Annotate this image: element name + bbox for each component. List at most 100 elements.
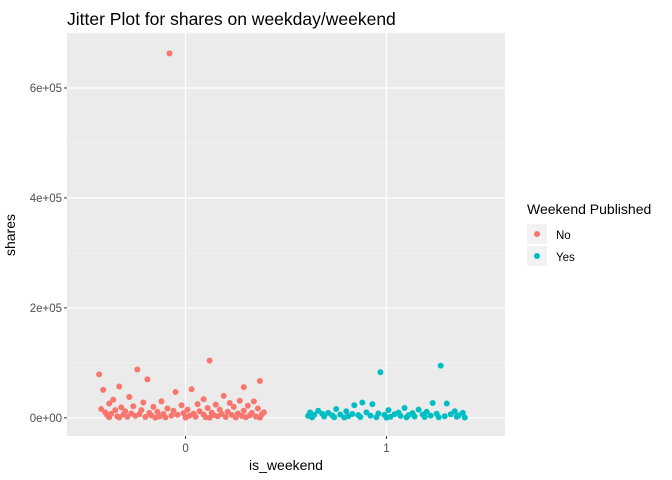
data-point-no	[184, 406, 191, 413]
major-gridlines	[67, 33, 505, 436]
data-point-no	[222, 414, 229, 421]
data-point-no	[124, 413, 131, 420]
chart-title: Jitter Plot for shares on weekday/weeken…	[67, 9, 396, 29]
minor-gridlines	[67, 32, 505, 364]
data-point-no	[132, 412, 139, 419]
legend-dot-no	[534, 231, 540, 237]
data-point-yes	[373, 414, 380, 421]
data-point-no	[134, 366, 141, 373]
data-point-no	[106, 400, 113, 407]
data-point-no	[142, 414, 149, 421]
y-tick-label: 6e+05	[30, 83, 62, 95]
data-point-no	[240, 407, 247, 414]
legend-label-yes: Yes	[556, 252, 575, 264]
data-point-no	[256, 414, 263, 421]
y-tick-label: 4e+05	[30, 193, 62, 205]
data-point-yes	[359, 399, 366, 406]
legend-item-no: No	[527, 224, 571, 244]
y-tick-label: 0e+00	[30, 413, 62, 425]
data-point-no	[144, 376, 151, 383]
data-point-yes	[367, 412, 374, 419]
data-point-no	[212, 401, 219, 408]
y-tick-label: 2e+05	[30, 303, 62, 315]
legend-title: Weekend Published	[527, 201, 651, 217]
data-point-no	[200, 396, 207, 403]
data-point-yes	[411, 413, 418, 420]
plot-panel	[67, 33, 505, 436]
data-point-no	[226, 400, 233, 407]
data-point-no	[204, 404, 211, 411]
data-point-no	[106, 414, 113, 421]
data-point-no	[250, 398, 257, 405]
data-point-no	[206, 414, 213, 421]
data-point-no	[174, 411, 181, 418]
data-point-yes	[437, 362, 444, 369]
legend-dot-yes	[534, 253, 540, 259]
x-axis-title: is_weekend	[249, 457, 323, 473]
data-point-no	[98, 406, 105, 413]
data-points	[96, 50, 468, 421]
data-point-no	[242, 414, 249, 421]
data-point-no	[256, 378, 263, 385]
data-point-yes	[435, 414, 442, 421]
data-point-no	[240, 384, 247, 391]
data-point-yes	[443, 400, 450, 407]
data-point-yes	[401, 404, 408, 411]
data-point-yes	[321, 413, 328, 420]
data-point-no	[232, 414, 239, 421]
data-point-no	[130, 403, 137, 410]
data-point-yes	[377, 369, 384, 376]
data-point-no	[196, 408, 203, 415]
data-point-yes	[447, 411, 454, 418]
data-point-no	[166, 50, 173, 57]
data-point-no	[172, 389, 179, 396]
data-point-no	[96, 371, 103, 378]
data-point-no	[254, 405, 261, 412]
data-point-no	[152, 414, 159, 421]
data-point-no	[110, 396, 117, 403]
data-point-yes	[397, 412, 404, 419]
data-point-no	[206, 357, 213, 364]
data-point-no	[236, 397, 243, 404]
data-point-no	[220, 392, 227, 399]
data-point-yes	[385, 407, 392, 414]
data-point-yes	[441, 413, 448, 420]
data-point-yes	[383, 414, 390, 421]
data-point-no	[182, 414, 189, 421]
data-point-no	[214, 413, 221, 420]
y-axis-title: shares	[2, 214, 18, 256]
data-point-yes	[453, 413, 460, 420]
data-point-no	[158, 398, 165, 405]
data-point-no	[154, 408, 161, 415]
legend-label-no: No	[556, 230, 571, 242]
data-point-yes	[461, 414, 468, 421]
data-point-yes	[429, 400, 436, 407]
data-point-no	[140, 399, 147, 406]
data-point-no	[116, 414, 123, 421]
data-point-no	[168, 412, 175, 419]
data-point-yes	[427, 412, 434, 419]
data-point-yes	[403, 414, 410, 421]
data-point-yes	[333, 406, 340, 413]
data-point-no	[230, 403, 237, 410]
x-tick-label: 0	[182, 443, 188, 455]
data-point-yes	[341, 414, 348, 421]
data-point-no	[150, 403, 157, 410]
data-point-no	[244, 402, 251, 409]
data-point-yes	[309, 414, 316, 421]
data-point-no	[192, 413, 199, 420]
legend: Weekend Published No Yes	[527, 201, 651, 266]
data-point-yes	[415, 406, 422, 413]
data-point-no	[164, 405, 171, 412]
x-tick-label: 1	[383, 443, 389, 455]
data-point-no	[178, 402, 185, 409]
data-point-yes	[421, 414, 428, 421]
data-point-yes	[357, 414, 364, 421]
data-point-no	[112, 407, 119, 414]
data-point-no	[118, 404, 125, 411]
legend-item-yes: Yes	[527, 246, 575, 266]
data-point-no	[100, 386, 107, 393]
data-point-yes	[343, 408, 350, 415]
